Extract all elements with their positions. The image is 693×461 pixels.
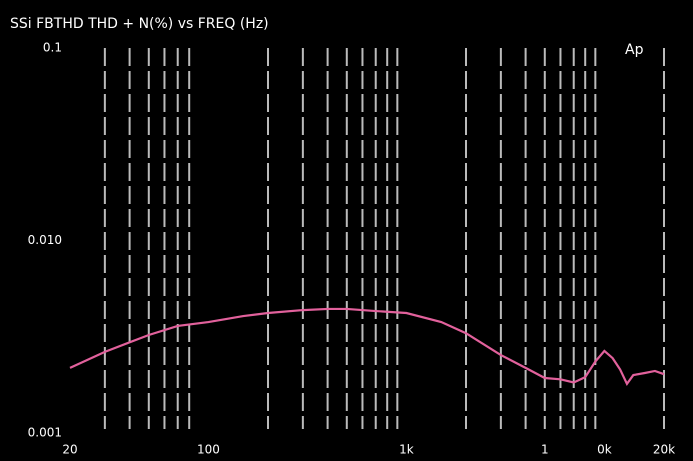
logo: Ap [625, 42, 644, 58]
data-line [69, 307, 665, 387]
x-tick-label: 1 [541, 443, 549, 457]
x-tick-label: 0k [597, 443, 612, 457]
y-tick-label: 0.010 [28, 233, 62, 247]
x-tick-label: 1k [399, 443, 414, 457]
y-tick-label: 0.1 [43, 41, 62, 55]
x-tick-label: 20 [62, 443, 77, 457]
x-tick-label: 100 [197, 443, 220, 457]
x-tick-label: 20k [653, 443, 675, 457]
chart-title: SSi FBTHD THD + N(%) vs FREQ (Hz) [10, 16, 269, 32]
y-tick-label: 0.001 [28, 426, 62, 440]
